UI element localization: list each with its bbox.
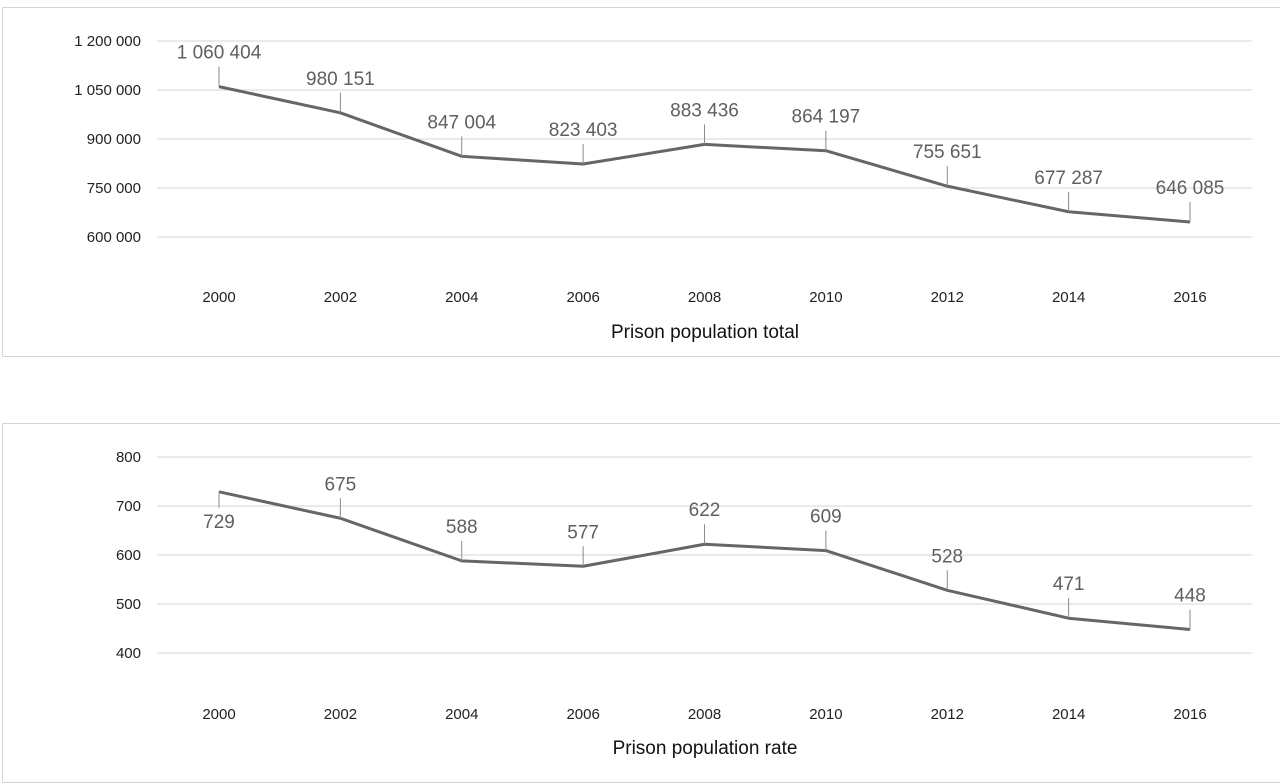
chart-panel-rate [2, 423, 1280, 783]
y-tick-label: 800 [116, 449, 141, 466]
y-tick-label: 600 [116, 547, 141, 564]
data-label: 675 [325, 474, 357, 495]
data-label: 1 060 404 [177, 43, 262, 64]
y-tick-label: 1 200 000 [74, 33, 141, 50]
data-label: 646 085 [1156, 178, 1225, 199]
x-tick-label: 2016 [1173, 706, 1206, 723]
data-label: 528 [931, 546, 963, 567]
data-label: 609 [810, 507, 842, 528]
x-tick-label: 2010 [809, 706, 842, 723]
data-label: 847 004 [427, 112, 496, 133]
x-tick-label: 2002 [324, 706, 357, 723]
data-label: 823 403 [549, 120, 618, 141]
y-tick-label: 400 [116, 645, 141, 662]
x-tick-label: 2000 [202, 706, 235, 723]
y-tick-label: 700 [116, 498, 141, 515]
x-tick-label: 2004 [445, 289, 478, 306]
x-tick-label: 2012 [931, 289, 964, 306]
x-tick-label: 2014 [1052, 289, 1085, 306]
chart-panel-total [2, 7, 1280, 357]
line-chart-2: 400 500 600 700 800 2000 2002 2004 2006 2008 2010 2… [116, 449, 1252, 759]
data-label: 622 [689, 500, 721, 521]
data-label: 588 [446, 517, 478, 538]
y-tick-label: 750 000 [87, 180, 141, 197]
data-label: 864 197 [792, 107, 861, 128]
data-label: 577 [567, 522, 599, 543]
y-tick-label: 900 000 [87, 131, 141, 148]
x-tick-label: 2008 [688, 706, 721, 723]
x-tick-label: 2002 [324, 289, 357, 306]
data-label: 729 [203, 512, 235, 533]
y-tick-label: 1 050 000 [74, 82, 141, 99]
x-axis-title: Prison population total [611, 322, 799, 343]
x-tick-label: 2014 [1052, 706, 1085, 723]
x-axis-title: Prison population rate [613, 738, 798, 759]
data-label: 471 [1053, 574, 1085, 595]
data-label: 448 [1174, 585, 1206, 606]
line-chart-1: 600 000 750 000 900 000 1 050 000 1 200 000 2… [74, 33, 1252, 343]
y-tick-label: 500 [116, 596, 141, 613]
x-tick-label: 2006 [566, 289, 599, 306]
x-tick-label: 2004 [445, 706, 478, 723]
y-tick-label: 600 000 [87, 229, 141, 246]
x-tick-label: 2006 [566, 706, 599, 723]
x-tick-label: 2000 [202, 289, 235, 306]
data-label: 883 436 [670, 100, 739, 121]
x-tick-label: 2016 [1173, 289, 1206, 306]
data-label: 677 287 [1034, 168, 1103, 189]
x-tick-label: 2008 [688, 289, 721, 306]
data-label: 980 151 [306, 69, 375, 90]
data-label: 755 651 [913, 142, 982, 163]
x-tick-label: 2010 [809, 289, 842, 306]
x-tick-label: 2012 [931, 706, 964, 723]
